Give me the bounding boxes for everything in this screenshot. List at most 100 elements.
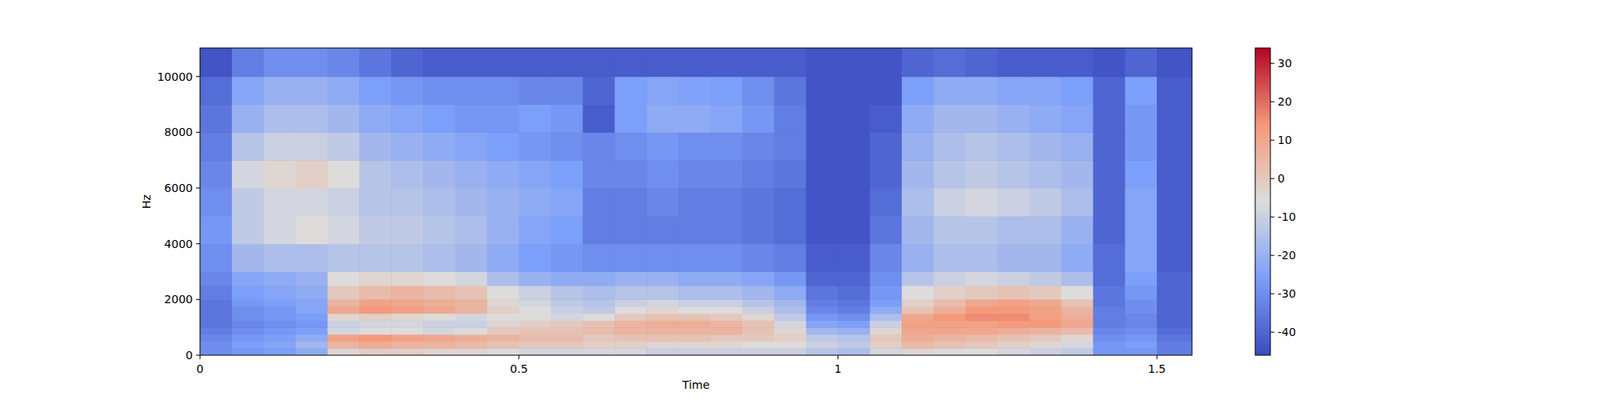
cell	[1092, 188, 1125, 216]
cell	[774, 160, 807, 188]
cell	[965, 341, 998, 349]
cell	[391, 104, 424, 133]
cell	[1124, 313, 1157, 321]
cell	[742, 132, 775, 160]
cell	[359, 341, 392, 349]
cell	[1092, 104, 1125, 133]
cell	[1061, 188, 1094, 216]
cell	[1061, 132, 1094, 160]
cell	[678, 313, 711, 321]
cell	[551, 160, 584, 188]
cell	[232, 299, 264, 307]
cell	[200, 306, 232, 314]
plot-background	[200, 48, 1192, 356]
cell	[200, 76, 232, 105]
cell	[519, 104, 552, 133]
cell	[837, 48, 870, 77]
cell	[1029, 341, 1062, 349]
cell	[1092, 327, 1125, 335]
cell	[869, 132, 902, 160]
cell	[1124, 320, 1157, 328]
cell	[933, 306, 966, 314]
cell	[455, 104, 488, 133]
cell	[423, 216, 456, 244]
colorbar-tick-label: -30	[1277, 287, 1296, 300]
cell	[614, 132, 647, 160]
colorbar-tick-label: 10	[1277, 133, 1292, 147]
cell	[1124, 160, 1157, 188]
cell	[519, 76, 552, 105]
cell	[1061, 104, 1094, 133]
cell	[487, 285, 520, 300]
cell	[1156, 76, 1192, 105]
cell	[997, 104, 1030, 133]
cell	[933, 216, 966, 244]
cell	[1029, 272, 1062, 287]
cell	[327, 188, 360, 216]
cell	[359, 334, 392, 342]
cell	[391, 160, 424, 188]
cell	[774, 272, 807, 287]
cell	[1061, 348, 1094, 356]
cell	[837, 216, 870, 244]
cell	[997, 188, 1030, 216]
cell	[869, 48, 902, 77]
cell	[1124, 306, 1157, 314]
cell	[423, 327, 456, 335]
cell	[327, 341, 360, 349]
cell	[1029, 76, 1062, 105]
cell	[742, 216, 775, 244]
cell	[391, 327, 424, 335]
cell	[710, 188, 743, 216]
cell	[487, 272, 520, 287]
cell	[519, 272, 552, 287]
cell	[264, 348, 296, 356]
cell	[933, 132, 966, 160]
cell	[582, 272, 615, 287]
cell	[296, 341, 328, 349]
cell	[965, 160, 998, 188]
y-tick-label: 10000	[156, 70, 193, 84]
cell	[487, 132, 520, 160]
y-tick	[196, 188, 200, 189]
cell	[933, 327, 966, 335]
cell	[519, 334, 552, 342]
cell	[232, 348, 264, 356]
cell	[200, 334, 232, 342]
cell	[359, 299, 392, 307]
cell	[200, 132, 232, 160]
cell	[614, 341, 647, 349]
cell	[837, 132, 870, 160]
plot-frame	[200, 48, 1192, 356]
cell	[1124, 48, 1157, 77]
cell	[742, 341, 775, 349]
cell	[551, 188, 584, 216]
colorbar-tick	[1270, 178, 1275, 180]
x-tick-label: 0	[196, 362, 204, 376]
cell	[869, 188, 902, 216]
cell	[869, 104, 902, 133]
cell	[1029, 299, 1062, 307]
cell	[487, 216, 520, 244]
cell	[1029, 306, 1062, 314]
x-tick	[1156, 355, 1158, 360]
cell	[997, 160, 1030, 188]
cell	[487, 299, 520, 307]
cell	[901, 306, 934, 314]
cell	[997, 341, 1030, 349]
cell	[200, 272, 232, 287]
colorbar-tick	[1270, 63, 1275, 64]
cell	[582, 216, 615, 244]
cell	[455, 48, 488, 77]
cell	[519, 160, 552, 188]
cell	[455, 306, 488, 314]
cell	[519, 348, 552, 356]
cell	[232, 244, 264, 272]
cell	[646, 320, 679, 328]
cell	[901, 313, 934, 321]
x-tick-label: 0.5	[510, 362, 528, 376]
cell	[614, 160, 647, 188]
cell	[869, 244, 902, 272]
cell	[232, 272, 264, 287]
cell	[582, 348, 615, 356]
